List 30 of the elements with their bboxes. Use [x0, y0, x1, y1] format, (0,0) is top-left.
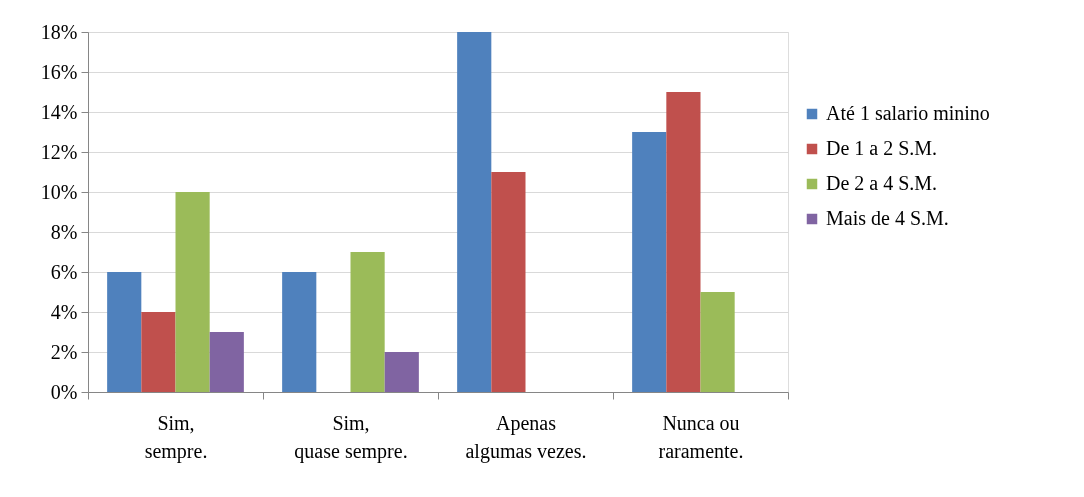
y-tick-label: 14% — [40, 100, 78, 123]
bar — [107, 272, 142, 392]
y-tick-label: 6% — [50, 260, 78, 283]
x-tick-label: Apenas algumas vezes. — [465, 411, 587, 463]
bar — [491, 172, 526, 392]
y-tick-label: 12% — [40, 140, 78, 163]
legend-label: De 1 a 2 S.M. — [826, 137, 938, 159]
bar — [282, 272, 317, 392]
x-tick-label: Sim, quase sempre. — [294, 411, 408, 463]
bar — [632, 132, 667, 392]
y-tick-label: 10% — [40, 180, 78, 203]
y-tick-label: 16% — [40, 60, 78, 83]
y-tick-label: 8% — [50, 220, 78, 243]
bar — [700, 292, 735, 392]
y-tick-label: 18% — [40, 20, 78, 43]
legend-label: Mais de 4 S.M. — [826, 207, 949, 229]
legend-label: Até 1 salario minino — [826, 102, 990, 124]
bar — [457, 32, 492, 392]
y-tick-label: 2% — [50, 340, 78, 363]
x-tick-label: Sim, sempre. — [144, 411, 208, 463]
bar — [350, 252, 385, 392]
bar — [209, 332, 244, 392]
bar — [666, 92, 701, 392]
bar — [175, 192, 210, 392]
y-tick-label: 0% — [50, 380, 78, 403]
bar — [141, 312, 176, 392]
bar — [384, 352, 419, 392]
y-tick-label: 4% — [50, 300, 78, 323]
x-tick-label: Nunca ou raramente. — [658, 411, 744, 462]
legend-label: De 2 a 4 S.M. — [826, 172, 938, 194]
